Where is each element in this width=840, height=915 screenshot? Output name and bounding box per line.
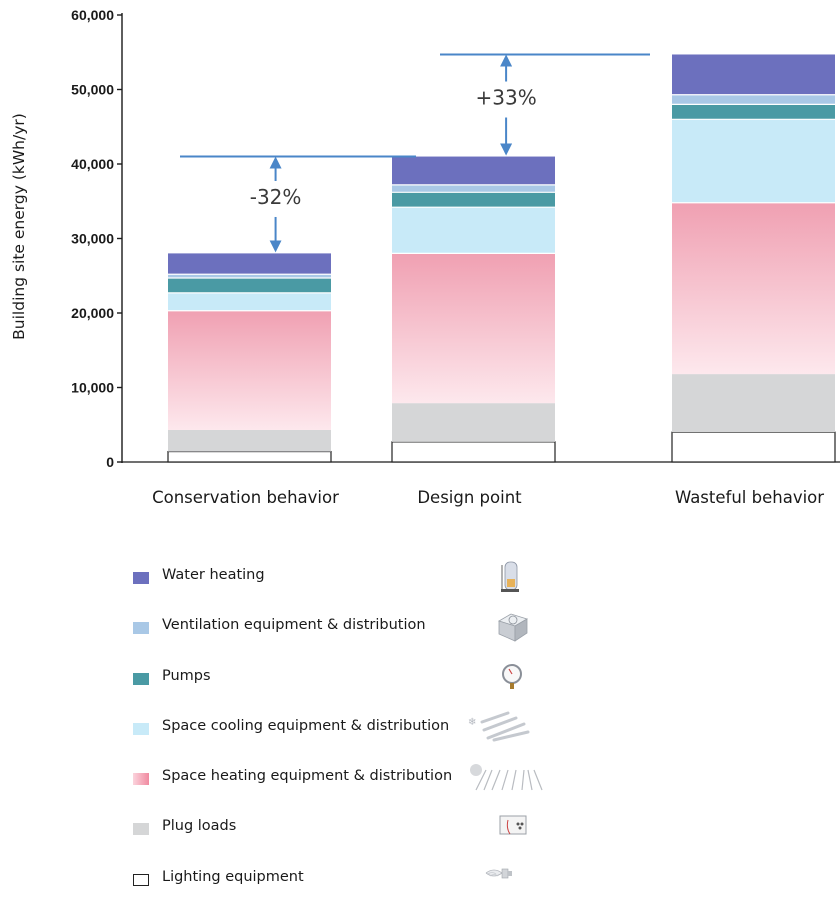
category-label: Wasteful behavior <box>675 488 824 507</box>
y-tick-label: 60,000 <box>71 7 114 23</box>
bar-segment <box>392 184 555 193</box>
bar-segment <box>392 253 555 404</box>
change-percent-label: -32% <box>250 185 302 209</box>
bar-segment <box>167 450 332 463</box>
y-tick-label: 20,000 <box>71 305 114 321</box>
legend-swatch <box>133 873 149 886</box>
water-heater-icon <box>497 559 577 595</box>
legend-label: Ventilation equipment & distribution <box>162 617 426 634</box>
bar-segment <box>672 119 835 203</box>
category-label: Design point <box>417 488 522 507</box>
light-bulb-icon <box>482 861 562 897</box>
heating-pipes-icon <box>468 760 548 796</box>
bar-segment <box>168 429 331 452</box>
legend-swatch <box>133 572 149 584</box>
legend-label: Pumps <box>162 667 211 684</box>
bar-segment <box>672 202 835 375</box>
legend-swatch <box>133 722 149 735</box>
legend-label: Plug loads <box>162 818 237 835</box>
legend-swatch <box>133 773 149 786</box>
bar-segment <box>168 253 331 275</box>
bar-segment <box>672 374 835 433</box>
legend-item: Space heating equipment & distribution <box>132 764 592 814</box>
pressure-gauge-icon <box>500 660 580 696</box>
bar-segment <box>392 403 555 442</box>
bar-segment <box>392 192 555 208</box>
legend-label: Lighting equipment <box>162 868 304 885</box>
cooling-ducts-icon: ❄ <box>468 710 548 746</box>
stacked-bar-chart: -32% +33% 0 10,000 20,000 30,000 40,000 50,000… <box>10 7 840 507</box>
y-tick-label: 10,000 <box>71 380 114 396</box>
bar-segment <box>168 277 331 293</box>
y-tick-label: 0 <box>106 454 114 470</box>
legend-swatch <box>133 823 149 836</box>
category-label: Conservation behavior <box>152 488 339 507</box>
bar-segment <box>672 104 835 120</box>
bar-segment <box>672 94 835 105</box>
bar-segment <box>672 54 835 95</box>
legend-label: Space cooling equipment & distribution <box>162 717 450 734</box>
legend-item: Space cooling equipment & distribution ❄ <box>132 711 592 764</box>
y-tick-label: 40,000 <box>71 156 114 172</box>
legend-label: Water heating <box>162 567 265 583</box>
bar-segment <box>392 156 555 185</box>
bar-segment <box>392 207 555 254</box>
bar-segment <box>391 441 556 463</box>
legend-item: Ventilation equipment & distribution <box>132 613 592 663</box>
legend-swatch <box>133 622 149 635</box>
svg-text:❄: ❄ <box>468 717 476 728</box>
ventilation-unit-icon <box>497 609 577 645</box>
legend-item: Water heating <box>132 561 592 613</box>
legend-label: Space heating equipment & distribution <box>162 768 453 785</box>
y-axis-label: Building site energy (kWh/yr) <box>10 113 28 340</box>
bar-segment <box>671 431 836 463</box>
y-tick-label: 50,000 <box>71 82 114 98</box>
change-percent-label: +33% <box>475 86 536 110</box>
bar-segment <box>168 310 331 430</box>
chart-legend: Water heating Ventilation equipment & dis… <box>132 561 592 915</box>
y-tick-label: 30,000 <box>71 231 114 247</box>
legend-item: Lighting equipment <box>132 865 592 915</box>
legend-item: Pumps <box>132 663 592 714</box>
legend-item: Plug loads <box>132 814 592 864</box>
bar-segment <box>168 292 331 311</box>
bar-segment <box>168 274 331 278</box>
legend-swatch <box>133 672 149 685</box>
power-outlet-icon <box>498 810 578 846</box>
